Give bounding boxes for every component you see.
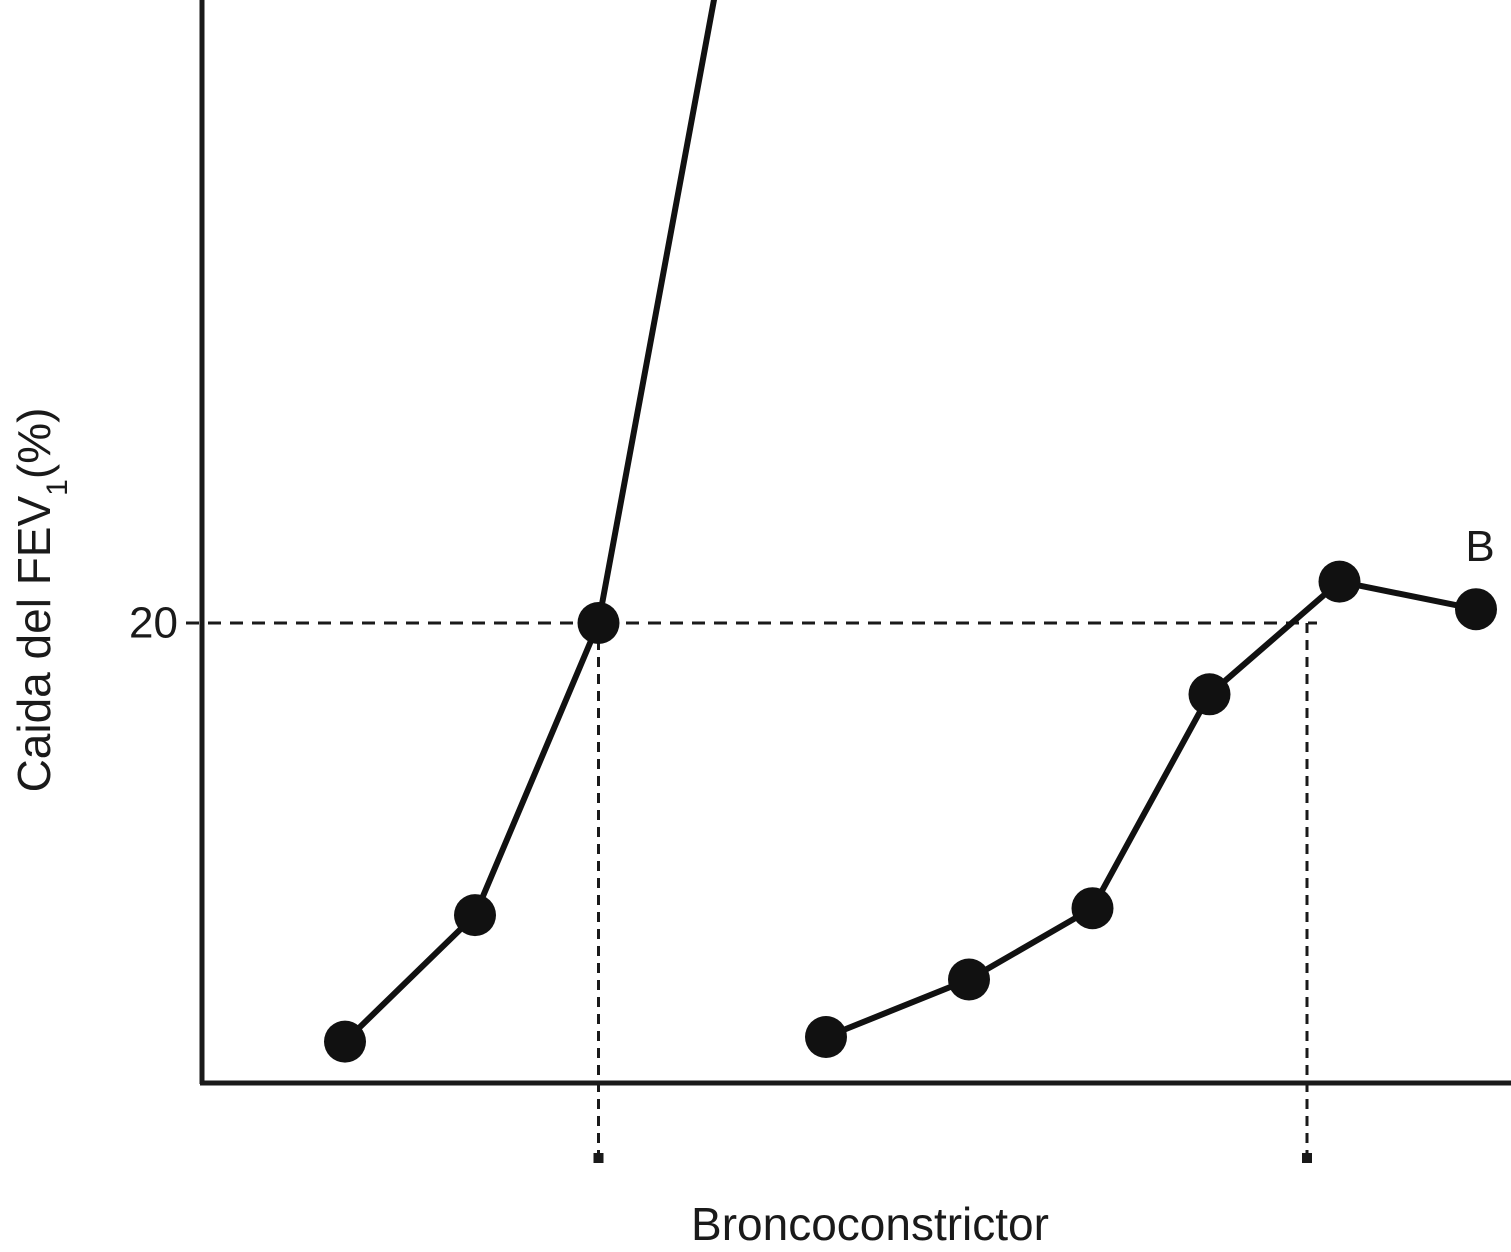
series-label-b: B	[1465, 522, 1494, 571]
series-b-line	[824, 578, 1477, 1040]
labels: 20 Broncoconstrictor Caida del FEV1(%) A…	[8, 408, 1495, 1250]
series-a-point-0	[324, 1020, 366, 1063]
y-axis-label: Caida del FEV1(%)	[8, 408, 74, 793]
series-b-point-2	[1071, 887, 1114, 930]
series-layer	[324, 0, 1497, 1063]
series-b-point-0	[805, 1016, 847, 1058]
series-a-point-2	[577, 602, 620, 644]
axes	[199, 0, 1511, 1086]
x-axis-label: Broncoconstrictor	[691, 1198, 1049, 1250]
series-a-line	[342, 0, 718, 1044]
y-tick-label: 20	[129, 599, 178, 648]
guides	[186, 621, 1317, 1162]
series-a-point-1	[454, 894, 496, 937]
series-b-point-3	[1188, 673, 1231, 716]
series-b-point-4	[1318, 560, 1361, 603]
series-b-point-5	[1455, 588, 1497, 631]
series-b-point-1	[948, 958, 990, 1001]
